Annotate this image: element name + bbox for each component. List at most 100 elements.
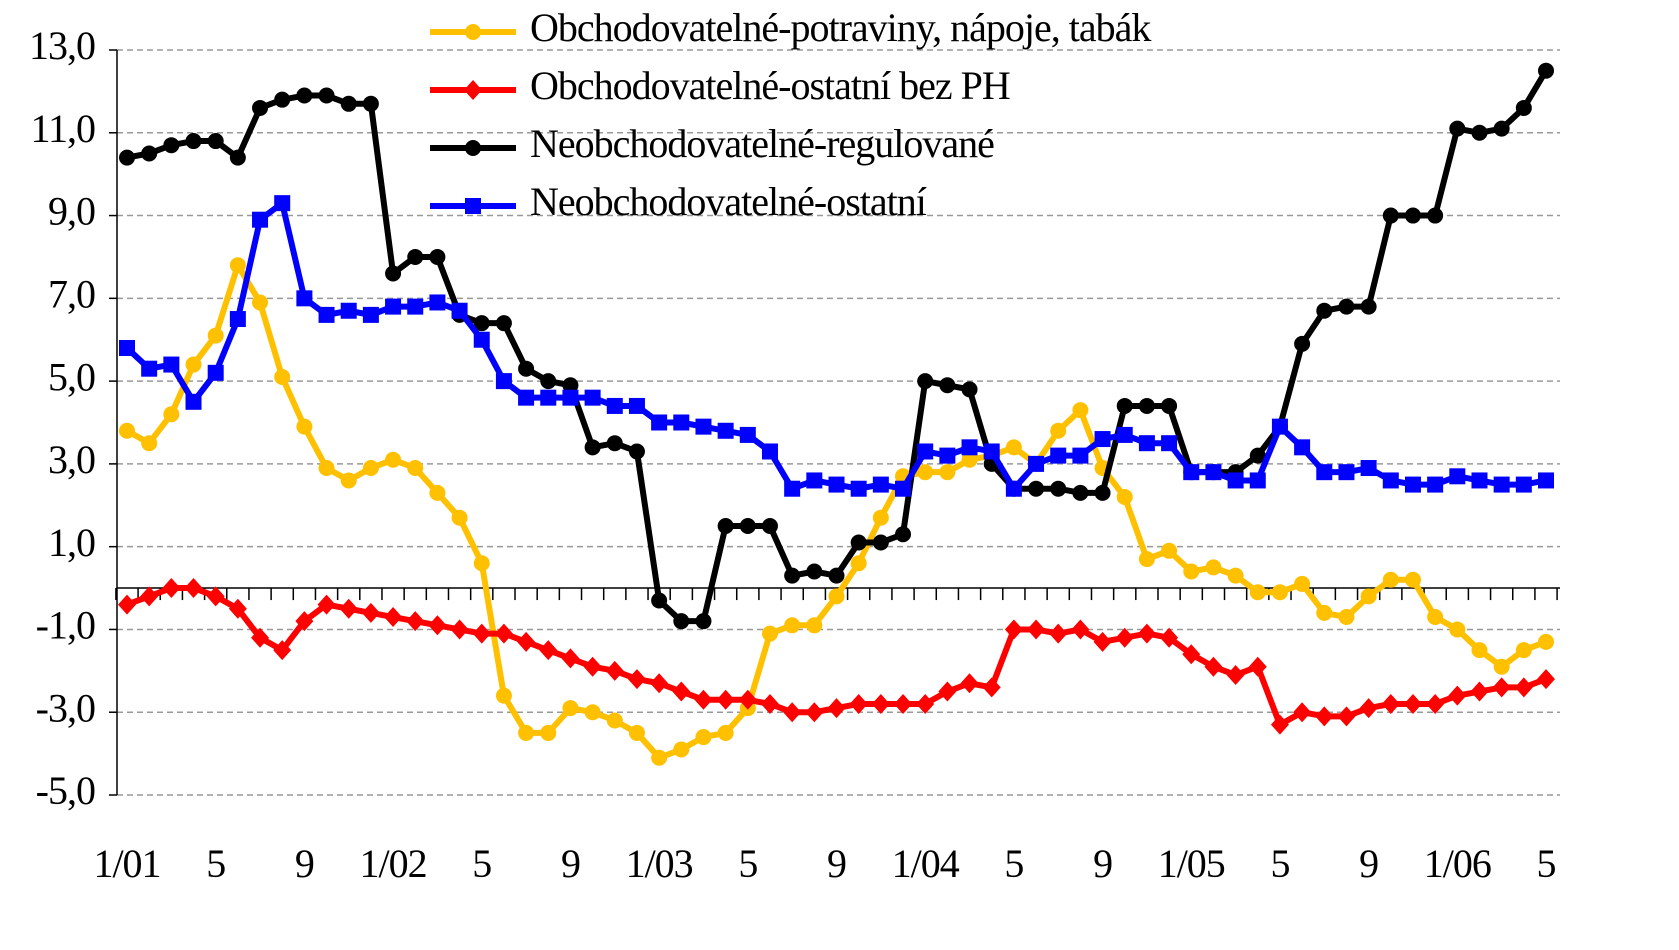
- marker: [1315, 706, 1334, 727]
- marker: [1204, 656, 1223, 677]
- marker: [1050, 480, 1067, 497]
- marker: [450, 619, 469, 640]
- marker: [828, 476, 845, 493]
- marker: [1138, 397, 1155, 414]
- marker: [1294, 439, 1311, 456]
- legend-item: Obchodovatelné-ostatní bez PH: [430, 63, 1011, 108]
- marker: [1116, 489, 1133, 505]
- marker: [606, 397, 623, 414]
- y-tick-label: -1,0: [36, 603, 95, 648]
- marker: [628, 397, 645, 414]
- legend-label: Obchodovatelné-ostatní bez PH: [530, 63, 1010, 108]
- marker: [961, 439, 978, 456]
- marker: [1293, 702, 1312, 723]
- marker: [540, 389, 557, 406]
- marker: [1161, 435, 1178, 452]
- marker: [1294, 575, 1311, 592]
- marker: [163, 406, 180, 423]
- marker: [695, 729, 712, 746]
- marker: [1448, 685, 1467, 706]
- marker: [296, 290, 313, 307]
- marker: [784, 567, 801, 584]
- marker: [1404, 207, 1421, 224]
- marker: [428, 615, 447, 636]
- marker: [1005, 480, 1022, 497]
- marker: [1294, 335, 1311, 352]
- marker: [495, 315, 512, 332]
- marker: [318, 460, 335, 477]
- marker: [1360, 298, 1377, 315]
- marker: [1338, 609, 1355, 626]
- marker: [1115, 627, 1134, 648]
- marker: [627, 669, 646, 690]
- marker: [140, 586, 159, 607]
- marker: [1382, 472, 1399, 489]
- marker: [1359, 698, 1378, 719]
- marker: [917, 464, 934, 481]
- marker: [273, 640, 292, 661]
- marker: [385, 265, 402, 282]
- marker: [1382, 207, 1399, 224]
- marker: [850, 480, 867, 497]
- marker: [1426, 693, 1445, 714]
- marker: [1072, 447, 1089, 464]
- marker: [317, 594, 336, 615]
- marker: [1027, 619, 1046, 640]
- marker: [739, 517, 756, 534]
- marker: [695, 613, 712, 630]
- marker: [1138, 551, 1155, 568]
- y-tick-label: 9,0: [48, 189, 95, 234]
- marker: [118, 594, 136, 615]
- marker: [1205, 559, 1222, 576]
- marker: [894, 693, 913, 714]
- series: [119, 257, 1554, 766]
- marker: [141, 145, 158, 162]
- marker: [163, 356, 180, 373]
- marker: [628, 443, 645, 460]
- x-tick-label: 1/03: [626, 841, 693, 886]
- marker: [340, 95, 357, 112]
- marker: [917, 443, 934, 460]
- marker: [385, 298, 402, 315]
- marker: [828, 567, 845, 584]
- marker: [274, 91, 291, 108]
- marker: [540, 724, 557, 741]
- marker: [340, 302, 357, 319]
- marker: [429, 248, 446, 265]
- x-tick-label: 1/02: [360, 841, 427, 886]
- marker: [1337, 706, 1356, 727]
- marker: [1116, 426, 1133, 443]
- marker: [1249, 584, 1266, 601]
- marker: [1493, 476, 1510, 493]
- marker: [871, 693, 890, 714]
- marker: [1338, 298, 1355, 315]
- marker: [1316, 302, 1333, 319]
- y-tick-label: 7,0: [48, 272, 95, 317]
- marker: [828, 588, 845, 605]
- marker: [539, 640, 558, 661]
- x-tick-label: 5: [738, 841, 757, 886]
- marker: [318, 306, 335, 323]
- marker: [605, 660, 624, 681]
- marker: [318, 87, 335, 104]
- marker: [872, 509, 889, 526]
- marker: [252, 294, 269, 311]
- marker: [296, 87, 313, 104]
- marker: [1360, 460, 1377, 477]
- marker: [228, 598, 247, 619]
- marker: [517, 631, 536, 652]
- marker: [1050, 422, 1067, 439]
- marker: [1471, 124, 1488, 141]
- marker: [760, 693, 779, 714]
- marker: [738, 689, 757, 710]
- series-line: [124, 200, 1547, 492]
- marker: [185, 356, 202, 373]
- marker: [1427, 476, 1444, 493]
- marker: [274, 195, 291, 212]
- marker: [1449, 120, 1466, 137]
- marker: [1403, 693, 1422, 714]
- marker: [895, 480, 912, 497]
- marker: [162, 578, 181, 599]
- marker: [385, 451, 402, 468]
- marker: [1182, 644, 1201, 665]
